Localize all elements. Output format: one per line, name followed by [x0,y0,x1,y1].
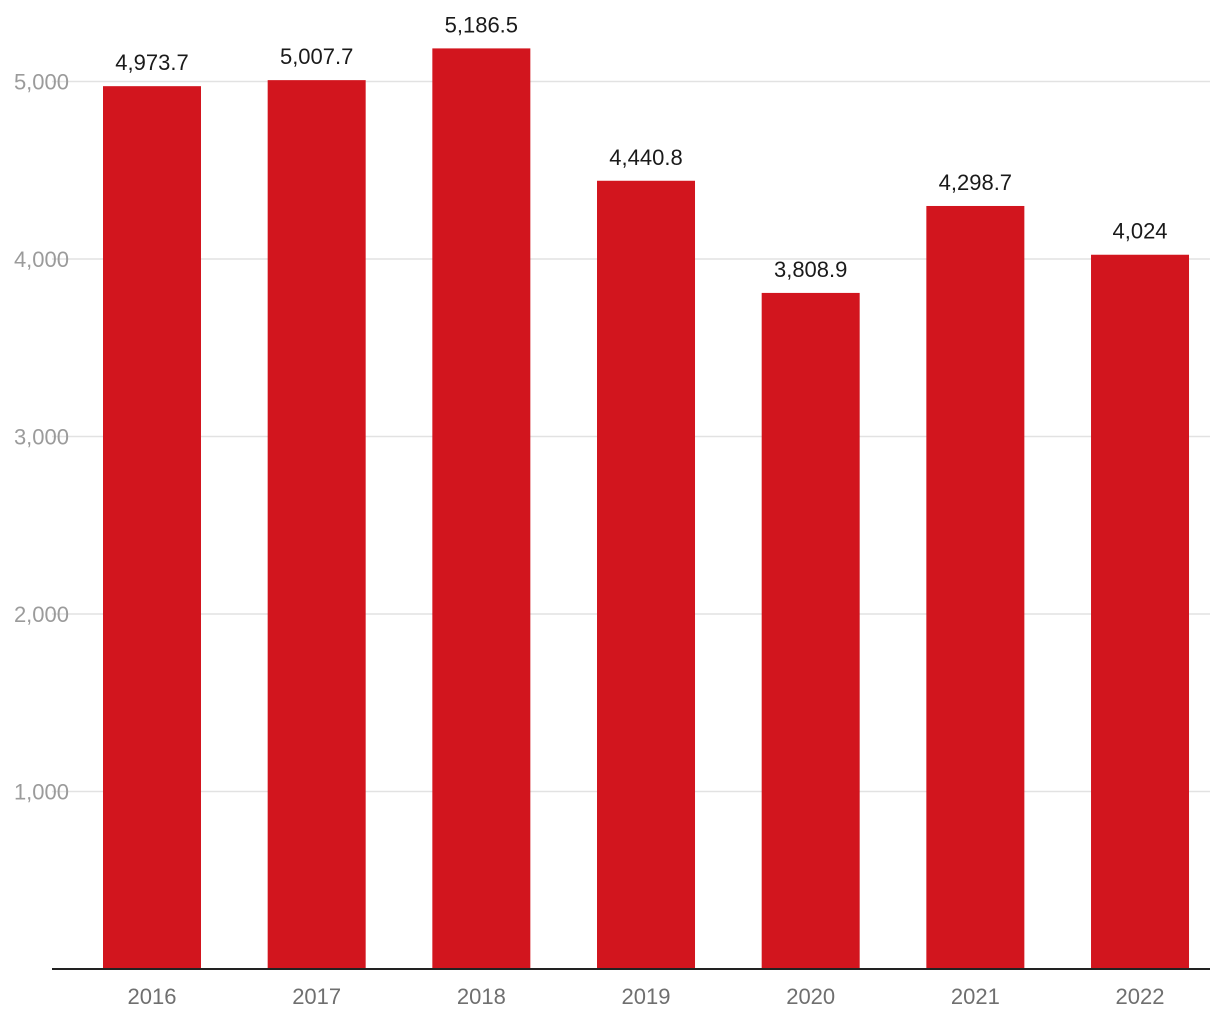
data-label-2018: 5,186.5 [445,12,518,37]
y-axis-ticks: 1,000 2,000 3,000 4,000 5,000 [14,70,69,805]
x-axis-ticks: 2016 2017 2018 2019 2020 2021 2022 [128,984,1165,1009]
y-tick-label: 3,000 [14,425,69,450]
data-label-2017: 5,007.7 [280,44,353,69]
data-label-2022: 4,024 [1112,219,1167,244]
x-tick-label-2017: 2017 [292,984,341,1009]
bar-2021 [926,205,1025,970]
bar-2017 [267,80,366,970]
x-tick-label-2016: 2016 [128,984,177,1009]
bar-2016 [103,86,201,969]
x-tick-label-2022: 2022 [1116,984,1165,1009]
x-tick-label-2018: 2018 [457,984,506,1009]
y-tick-label: 2,000 [14,602,69,627]
bars [103,48,1190,970]
data-label-2016: 4,973.7 [115,50,188,75]
bar-2022 [1091,254,1190,970]
bar-2018 [432,48,531,970]
x-tick-label-2019: 2019 [622,984,671,1009]
data-labels: 4,973.7 5,007.7 5,186.5 4,440.8 3,808.9 4,298… [115,12,1167,282]
bar-2019 [597,180,696,969]
bar-2020 [761,292,860,969]
y-tick-label: 5,000 [14,70,69,95]
data-label-2021: 4,298.7 [939,170,1012,195]
y-tick-label: 4,000 [14,247,69,272]
y-tick-label: 1,000 [14,780,69,805]
data-label-2019: 4,440.8 [609,145,682,170]
data-label-2020: 3,808.9 [774,257,847,282]
x-tick-label-2020: 2020 [786,984,835,1009]
x-tick-label-2021: 2021 [951,984,1000,1009]
